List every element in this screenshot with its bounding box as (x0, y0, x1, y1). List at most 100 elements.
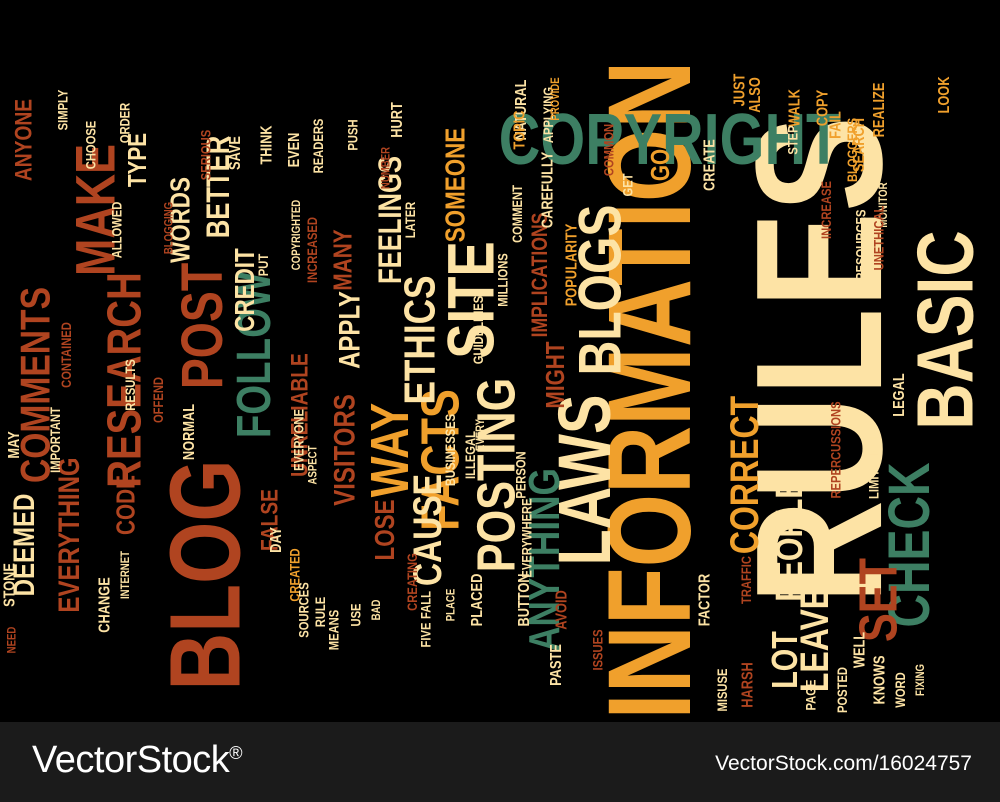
cloud-word-limitations: LIMITATIONS (865, 429, 882, 499)
cloud-word-basic: BASIC (899, 230, 989, 430)
cloud-word-allowed: ALLOWED (107, 201, 124, 259)
cloud-word-button: BUTTON (516, 573, 534, 627)
cloud-word-blogging: BLOGGING (161, 201, 176, 255)
cloud-word-fail: FAIL (826, 111, 844, 139)
cloud-word-popularity: POPULARITY (563, 223, 581, 307)
cloud-word-carefully: CAREFULLY (539, 151, 557, 229)
word-cloud: RULES INFORMATION BLOG COPYRIGHT BASIC LAWS BL… (0, 60, 989, 720)
stock-id: VectorStock.com/16024757 (715, 752, 972, 775)
cloud-word-look: LOOK (936, 76, 954, 114)
cloud-word-every: EVERY (473, 418, 488, 452)
cloud-word-topic: TOPIC (510, 110, 528, 150)
cloud-word-save: SAVE (227, 136, 245, 170)
cloud-word-everywhere: EVERYWHERE (518, 498, 535, 578)
cloud-word-person: PERSON (512, 451, 529, 499)
cloud-word-might: MIGHT (539, 341, 570, 409)
cloud-word-code: CODE (110, 474, 141, 536)
cloud-word-fall: FALL (417, 591, 433, 619)
cloud-word-bad: BAD (369, 599, 383, 621)
cloud-word-serious: SERIOUS (197, 129, 214, 181)
brand-name: VectorStock (32, 739, 230, 781)
cloud-word-everything: EVERYTHING (52, 457, 86, 613)
cloud-word-realize: REALIZE (871, 82, 889, 138)
cloud-word-misuse: MISUSE (713, 668, 730, 712)
cloud-word-internet: INTERNET (118, 551, 132, 599)
cloud-word-offend: OFFEND (149, 376, 166, 424)
cloud-word-everyone: EVERYONE (290, 409, 307, 471)
cloud-word-set: SET (848, 557, 909, 643)
cloud-word-five: FIVE (417, 622, 434, 648)
cloud-word-posted: POSTED (833, 666, 850, 714)
cloud-word-place: PLACE (442, 588, 457, 622)
cloud-word-means: MEANS (324, 609, 341, 651)
cloud-word-anyone: ANYONE (9, 98, 37, 182)
cloud-word-need: NEED (4, 626, 19, 654)
cloud-word-stone: STONE (0, 563, 18, 607)
cloud-word-millions: MILLIONS (493, 253, 510, 307)
cloud-word-lot: LOT (763, 631, 805, 689)
cloud-word-get: GET (618, 173, 635, 197)
cloud-word-later: LATER (401, 201, 418, 239)
cloud-word-knows: KNOWS (871, 655, 889, 705)
cloud-word-resources: RESOURCES (851, 209, 868, 281)
cloud-word-use: USE (346, 603, 363, 627)
cloud-word-also: ALSO (747, 77, 765, 113)
cloud-word-think: THINK (257, 125, 275, 165)
cloud-word-day: DAY (268, 527, 286, 553)
cloud-word-order: ORDER (115, 102, 132, 144)
cloud-word-put: PUT (255, 253, 271, 277)
cloud-word-fixing: FIXING (913, 663, 928, 697)
cloud-word-unethical: UNETHICAL (869, 205, 886, 271)
cloud-word-issues: ISSUES (589, 629, 606, 671)
cloud-word-simply: SIMPLY (53, 89, 70, 131)
cloud-word-change: CHANGE (96, 577, 114, 633)
cloud-word-well: WELL (851, 631, 869, 669)
cloud-word-increase: INCREASE (818, 181, 835, 239)
cloud-word-word: WORD (892, 672, 909, 708)
cloud-word-lose: LOSE (369, 499, 401, 561)
cloud-word-guidelines: GUIDELINES (469, 295, 486, 365)
cloud-word-copyright: COPYRIGHT (498, 100, 842, 180)
cloud-word-post: POST (169, 262, 235, 390)
cloud-word-visitors: VISITORS (328, 394, 362, 506)
cloud-word-apply: APPLY (333, 291, 367, 369)
cloud-word-create: CREATE (700, 139, 718, 191)
cloud-word-important: IMPORTANT (47, 407, 64, 473)
cloud-word-just: JUST (730, 73, 748, 107)
cloud-word-even: EVEN (285, 132, 303, 168)
cloud-word-placed: PLACED (468, 573, 486, 627)
cloud-word-businesses: BUSINESSES (442, 413, 459, 487)
watermark-bar: VectorStock® VectorStock.com/16024757 (0, 722, 1000, 802)
cloud-word-implications: IMPLICATIONS (527, 212, 553, 338)
cloud-word-go: GO (645, 148, 676, 182)
cloud-word-comment: COMMENT (509, 185, 526, 243)
cloud-word-hurt: HURT (389, 102, 407, 138)
cloud-word-walk: WALK (786, 89, 804, 127)
cloud-word-people: PEOPLE (769, 478, 812, 602)
cloud-word-sources: SOURCES (295, 582, 312, 638)
cloud-word-copyrighted: COPYRIGHTED (289, 199, 304, 271)
cloud-word-increased: INCREASED (304, 217, 321, 283)
brand-logo: VectorStock® (32, 739, 243, 782)
cloud-word-harsh: HARSH (738, 662, 756, 708)
cloud-word-provide: PROVIDE (548, 77, 563, 121)
cloud-word-aspect: ASPECT (304, 445, 319, 485)
cloud-word-may: MAY (6, 431, 24, 459)
cloud-word-contained: CONTAINED (58, 322, 75, 388)
cloud-word-common: COMMON (600, 123, 617, 177)
cloud-word-ethics: ETHICS (395, 275, 445, 405)
cloud-word-bloggers: BLOGGERS (844, 117, 861, 183)
cloud-word-page: PAGE (801, 679, 818, 711)
cloud-word-correct: CORRECT (722, 395, 767, 555)
cloud-word-push: PUSH (343, 119, 360, 151)
cloud-word-number: NUMBER (377, 146, 392, 190)
cloud-word-results: RESULTS (122, 359, 139, 411)
cloud-word-normal: NORMAL (181, 403, 199, 461)
cloud-word-someone: SOMEONE (439, 127, 471, 243)
cloud-word-traffic: TRAFFIC (737, 556, 754, 604)
cloud-word-choose: CHOOSE (81, 120, 98, 170)
cloud-word-factor: FACTOR (696, 573, 714, 627)
cloud-word-blog: BLOG (148, 459, 261, 691)
cloud-word-repercussions: REPERCUSSIONS (827, 401, 844, 499)
cloud-word-readers: READERS (310, 118, 327, 174)
